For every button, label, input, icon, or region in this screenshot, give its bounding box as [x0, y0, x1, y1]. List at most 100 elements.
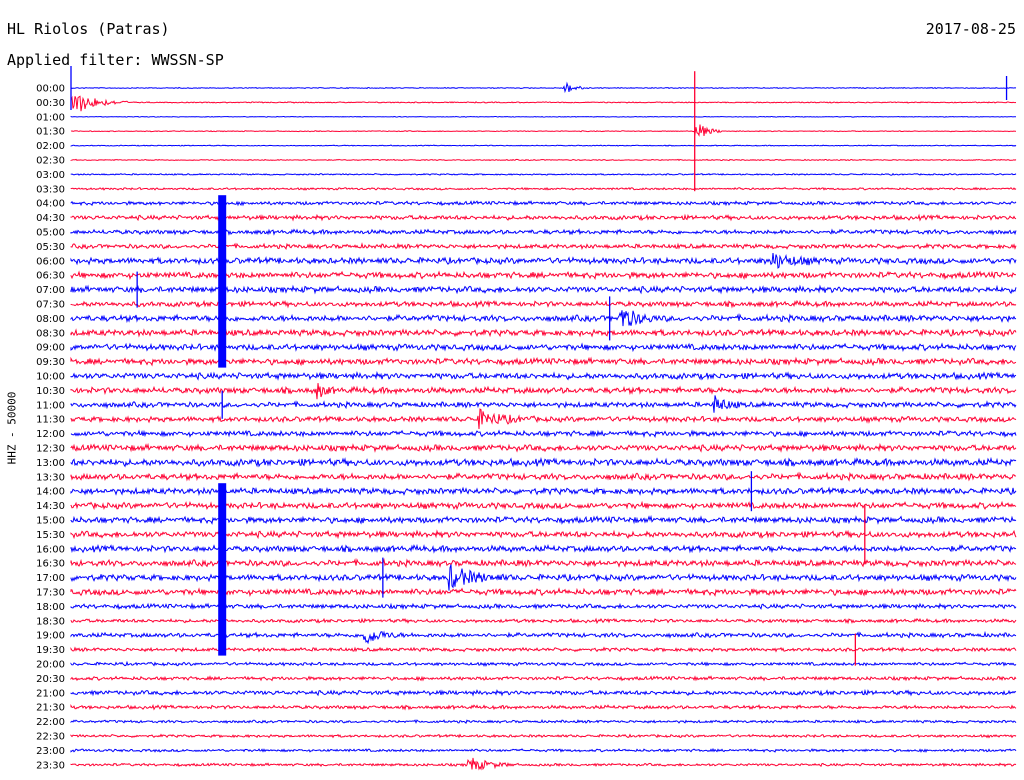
- trace-row: [70, 383, 1017, 400]
- trace-row: [70, 660, 1017, 667]
- time-tick-label: 10:00: [36, 372, 65, 383]
- time-tick-label: 07:00: [36, 285, 65, 296]
- time-tick-label: 03:00: [36, 170, 65, 181]
- trace-row: [70, 486, 1017, 497]
- time-tick-label: 18:00: [36, 602, 65, 613]
- time-tick-label: 05:00: [36, 228, 65, 239]
- time-tick-label: 01:30: [36, 127, 65, 138]
- trace-row: [70, 514, 1017, 525]
- time-tick-label: 19:00: [36, 631, 65, 642]
- time-tick-label: 23:00: [36, 746, 65, 757]
- time-tick-label: 17:30: [36, 588, 65, 599]
- trace-row: [70, 703, 1017, 711]
- trace-row: [70, 242, 1017, 251]
- time-tick-label: 15:30: [36, 530, 65, 541]
- trace-row: [70, 442, 1017, 453]
- time-tick-label: 05:30: [36, 242, 65, 253]
- trace-row: [70, 310, 1017, 327]
- trace-row: [70, 529, 1017, 540]
- trace-row: [70, 186, 1017, 191]
- trace-row: [70, 602, 1017, 611]
- time-tick-label: 00:00: [36, 84, 65, 95]
- time-tick-label: 19:30: [36, 645, 65, 656]
- large-event-burst: [218, 195, 227, 368]
- trace-row: [70, 500, 1017, 511]
- trace-row: [70, 543, 1017, 554]
- trace-row: [70, 471, 1017, 482]
- trace-row: [70, 675, 1017, 682]
- time-tick-label: 11:30: [36, 415, 65, 426]
- trace-row: [70, 199, 1017, 207]
- time-tick-label: 14:30: [36, 501, 65, 512]
- time-tick-label: 01:00: [36, 112, 65, 123]
- time-tick-label: 09:00: [36, 343, 65, 354]
- trace-row: [70, 456, 1017, 468]
- time-tick-label: 23:30: [36, 760, 65, 771]
- time-tick-label: 17:00: [36, 573, 65, 584]
- time-tick-label: 21:30: [36, 703, 65, 714]
- seismic-traces: [70, 66, 1017, 771]
- time-tick-labels: 00:00 00:30 01:00 01:30 02:00 02:30 03:00 03:30…: [36, 84, 65, 772]
- trace-row: [70, 395, 1017, 413]
- station-title: HL Riolos (Patras): [7, 20, 170, 38]
- record-date: 2017-08-25: [925, 20, 1016, 38]
- time-tick-label: 12:00: [36, 429, 65, 440]
- time-tick-label: 02:30: [36, 156, 65, 167]
- time-tick-label: 14:00: [36, 487, 65, 498]
- time-tick-label: 04:30: [36, 213, 65, 224]
- time-tick-label: 13:00: [36, 458, 65, 469]
- trace-row: [70, 630, 1017, 645]
- time-tick-label: 07:30: [36, 300, 65, 311]
- trace-row: [70, 688, 1017, 697]
- trace-row: [70, 252, 1017, 269]
- time-tick-label: 08:30: [36, 328, 65, 339]
- trace-row: [70, 270, 1017, 281]
- time-tick-label: 13:30: [36, 472, 65, 483]
- trace-row: [70, 144, 1017, 147]
- trace-row: [70, 747, 1017, 753]
- trace-row: [70, 646, 1017, 653]
- trace-row: [70, 284, 1017, 295]
- trace-row: [70, 356, 1017, 367]
- time-tick-label: 16:00: [36, 544, 65, 555]
- time-tick-label: 04:00: [36, 199, 65, 210]
- time-tick-label: 12:30: [36, 444, 65, 455]
- trace-row: [70, 370, 1017, 381]
- time-tick-label: 18:30: [36, 616, 65, 627]
- trace-row: [70, 587, 1017, 597]
- trace-row: [70, 617, 1017, 625]
- time-tick-label: 16:30: [36, 559, 65, 570]
- trace-row: [70, 558, 1017, 569]
- trace-row: [70, 213, 1017, 222]
- time-tick-label: 08:00: [36, 314, 65, 325]
- trace-row: [70, 719, 1017, 724]
- trace-row: [70, 408, 1017, 430]
- trace-row: [70, 115, 1017, 118]
- time-tick-label: 22:30: [36, 732, 65, 743]
- time-tick-label: 06:00: [36, 256, 65, 267]
- time-tick-label: 22:00: [36, 717, 65, 728]
- trace-row: [70, 328, 1017, 338]
- trace-row: [70, 342, 1017, 353]
- time-tick-label: 20:00: [36, 660, 65, 671]
- trace-row: [70, 733, 1017, 739]
- filter-label: Applied filter: WWSSN-SP: [7, 51, 224, 69]
- trace-row: [70, 124, 1017, 137]
- trace-row: [70, 757, 1017, 771]
- large-event-burst: [218, 483, 227, 656]
- trace-row: [70, 429, 1017, 439]
- trace-row: [70, 158, 1017, 162]
- time-tick-label: 09:30: [36, 357, 65, 368]
- trace-row: [70, 95, 1017, 112]
- time-tick-label: 06:30: [36, 271, 65, 282]
- time-tick-label: 11:00: [36, 400, 65, 411]
- trace-row: [70, 228, 1017, 237]
- time-tick-label: 03:30: [36, 184, 65, 195]
- time-tick-label: 21:00: [36, 688, 65, 699]
- trace-row: [70, 564, 1017, 591]
- time-tick-label: 02:00: [36, 141, 65, 152]
- trace-row: [70, 172, 1017, 176]
- trace-row: [70, 299, 1017, 309]
- trace-row: [70, 81, 1017, 94]
